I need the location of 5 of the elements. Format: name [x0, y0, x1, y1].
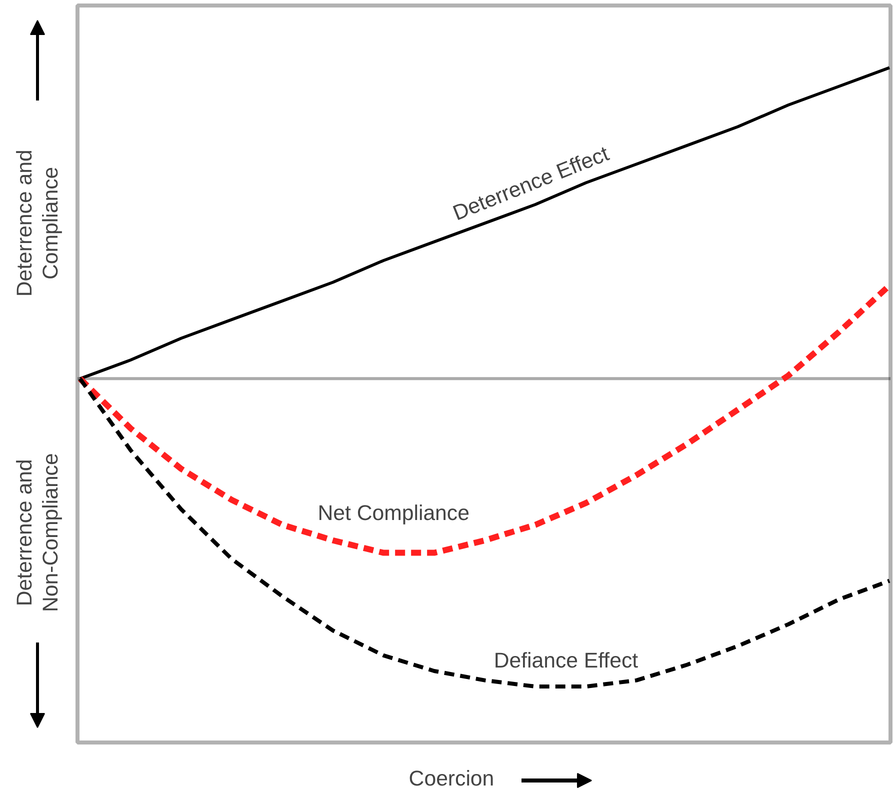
series-label: Net Compliance — [318, 500, 470, 525]
x-axis-title: Coercion — [408, 766, 494, 790]
series-label: Defiance Effect — [494, 648, 638, 673]
text: Deterrence and Non-Compliance — [12, 453, 63, 612]
y-axis-title: Deterrence and Compliance — [12, 150, 63, 297]
